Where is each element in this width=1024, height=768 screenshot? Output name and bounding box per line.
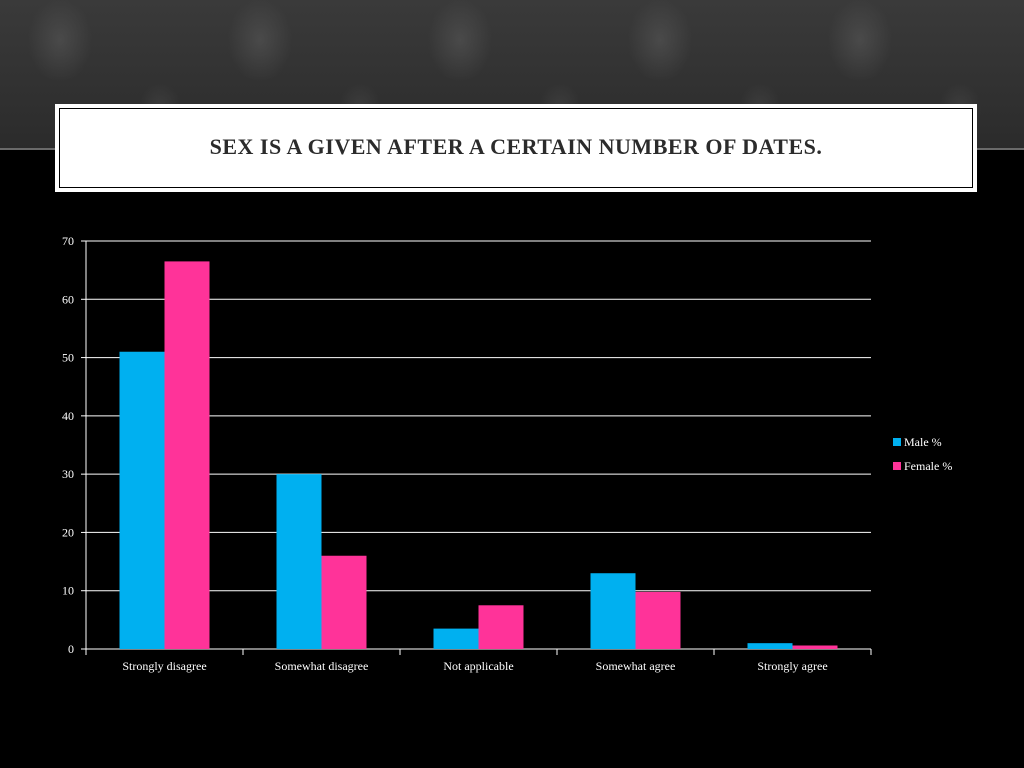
gridlines — [86, 240, 871, 592]
x-tick-label: Strongly agree — [757, 659, 827, 673]
y-tick-label: 70 — [62, 234, 74, 248]
legend: Male % Female % — [893, 435, 952, 473]
bar-male-4 — [747, 643, 793, 649]
y-tick-label: 20 — [62, 525, 74, 539]
bar-female-3 — [635, 591, 681, 649]
bar-male-3 — [590, 573, 636, 649]
bar-female-1 — [321, 555, 367, 649]
tick-labels: 0 10 20 30 40 50 60 70 Strongly disagree Somewhat… — [62, 234, 828, 673]
bars — [119, 261, 838, 649]
y-tick-label: 0 — [68, 642, 74, 656]
legend-swatch — [893, 462, 901, 470]
x-tick-label: Somewhat disagree — [275, 659, 369, 673]
slide-title: SEX IS A GIVEN AFTER A CERTAIN NUMBER OF… — [209, 134, 823, 159]
x-tick-label: Strongly disagree — [122, 659, 206, 673]
y-tick-label: 30 — [62, 467, 74, 481]
y-tick-label: 40 — [62, 409, 74, 423]
bar-male-1 — [276, 474, 322, 649]
x-tick-label: Somewhat agree — [596, 659, 676, 673]
y-tick-label: 50 — [62, 351, 74, 365]
legend-label: Male % — [904, 435, 942, 449]
x-tick-label: Not applicable — [443, 659, 513, 673]
legend-label: Female % — [904, 459, 952, 473]
bar-female-2 — [478, 605, 524, 649]
y-tick-label: 10 — [62, 584, 74, 598]
legend-swatch — [893, 438, 901, 446]
bar-female-0 — [164, 261, 210, 649]
bar-male-0 — [119, 351, 165, 649]
title-box: SEX IS A GIVEN AFTER A CERTAIN NUMBER OF… — [55, 104, 977, 192]
bar-female-4 — [792, 645, 838, 649]
bar-male-2 — [433, 628, 479, 649]
y-tick-label: 60 — [62, 292, 74, 306]
